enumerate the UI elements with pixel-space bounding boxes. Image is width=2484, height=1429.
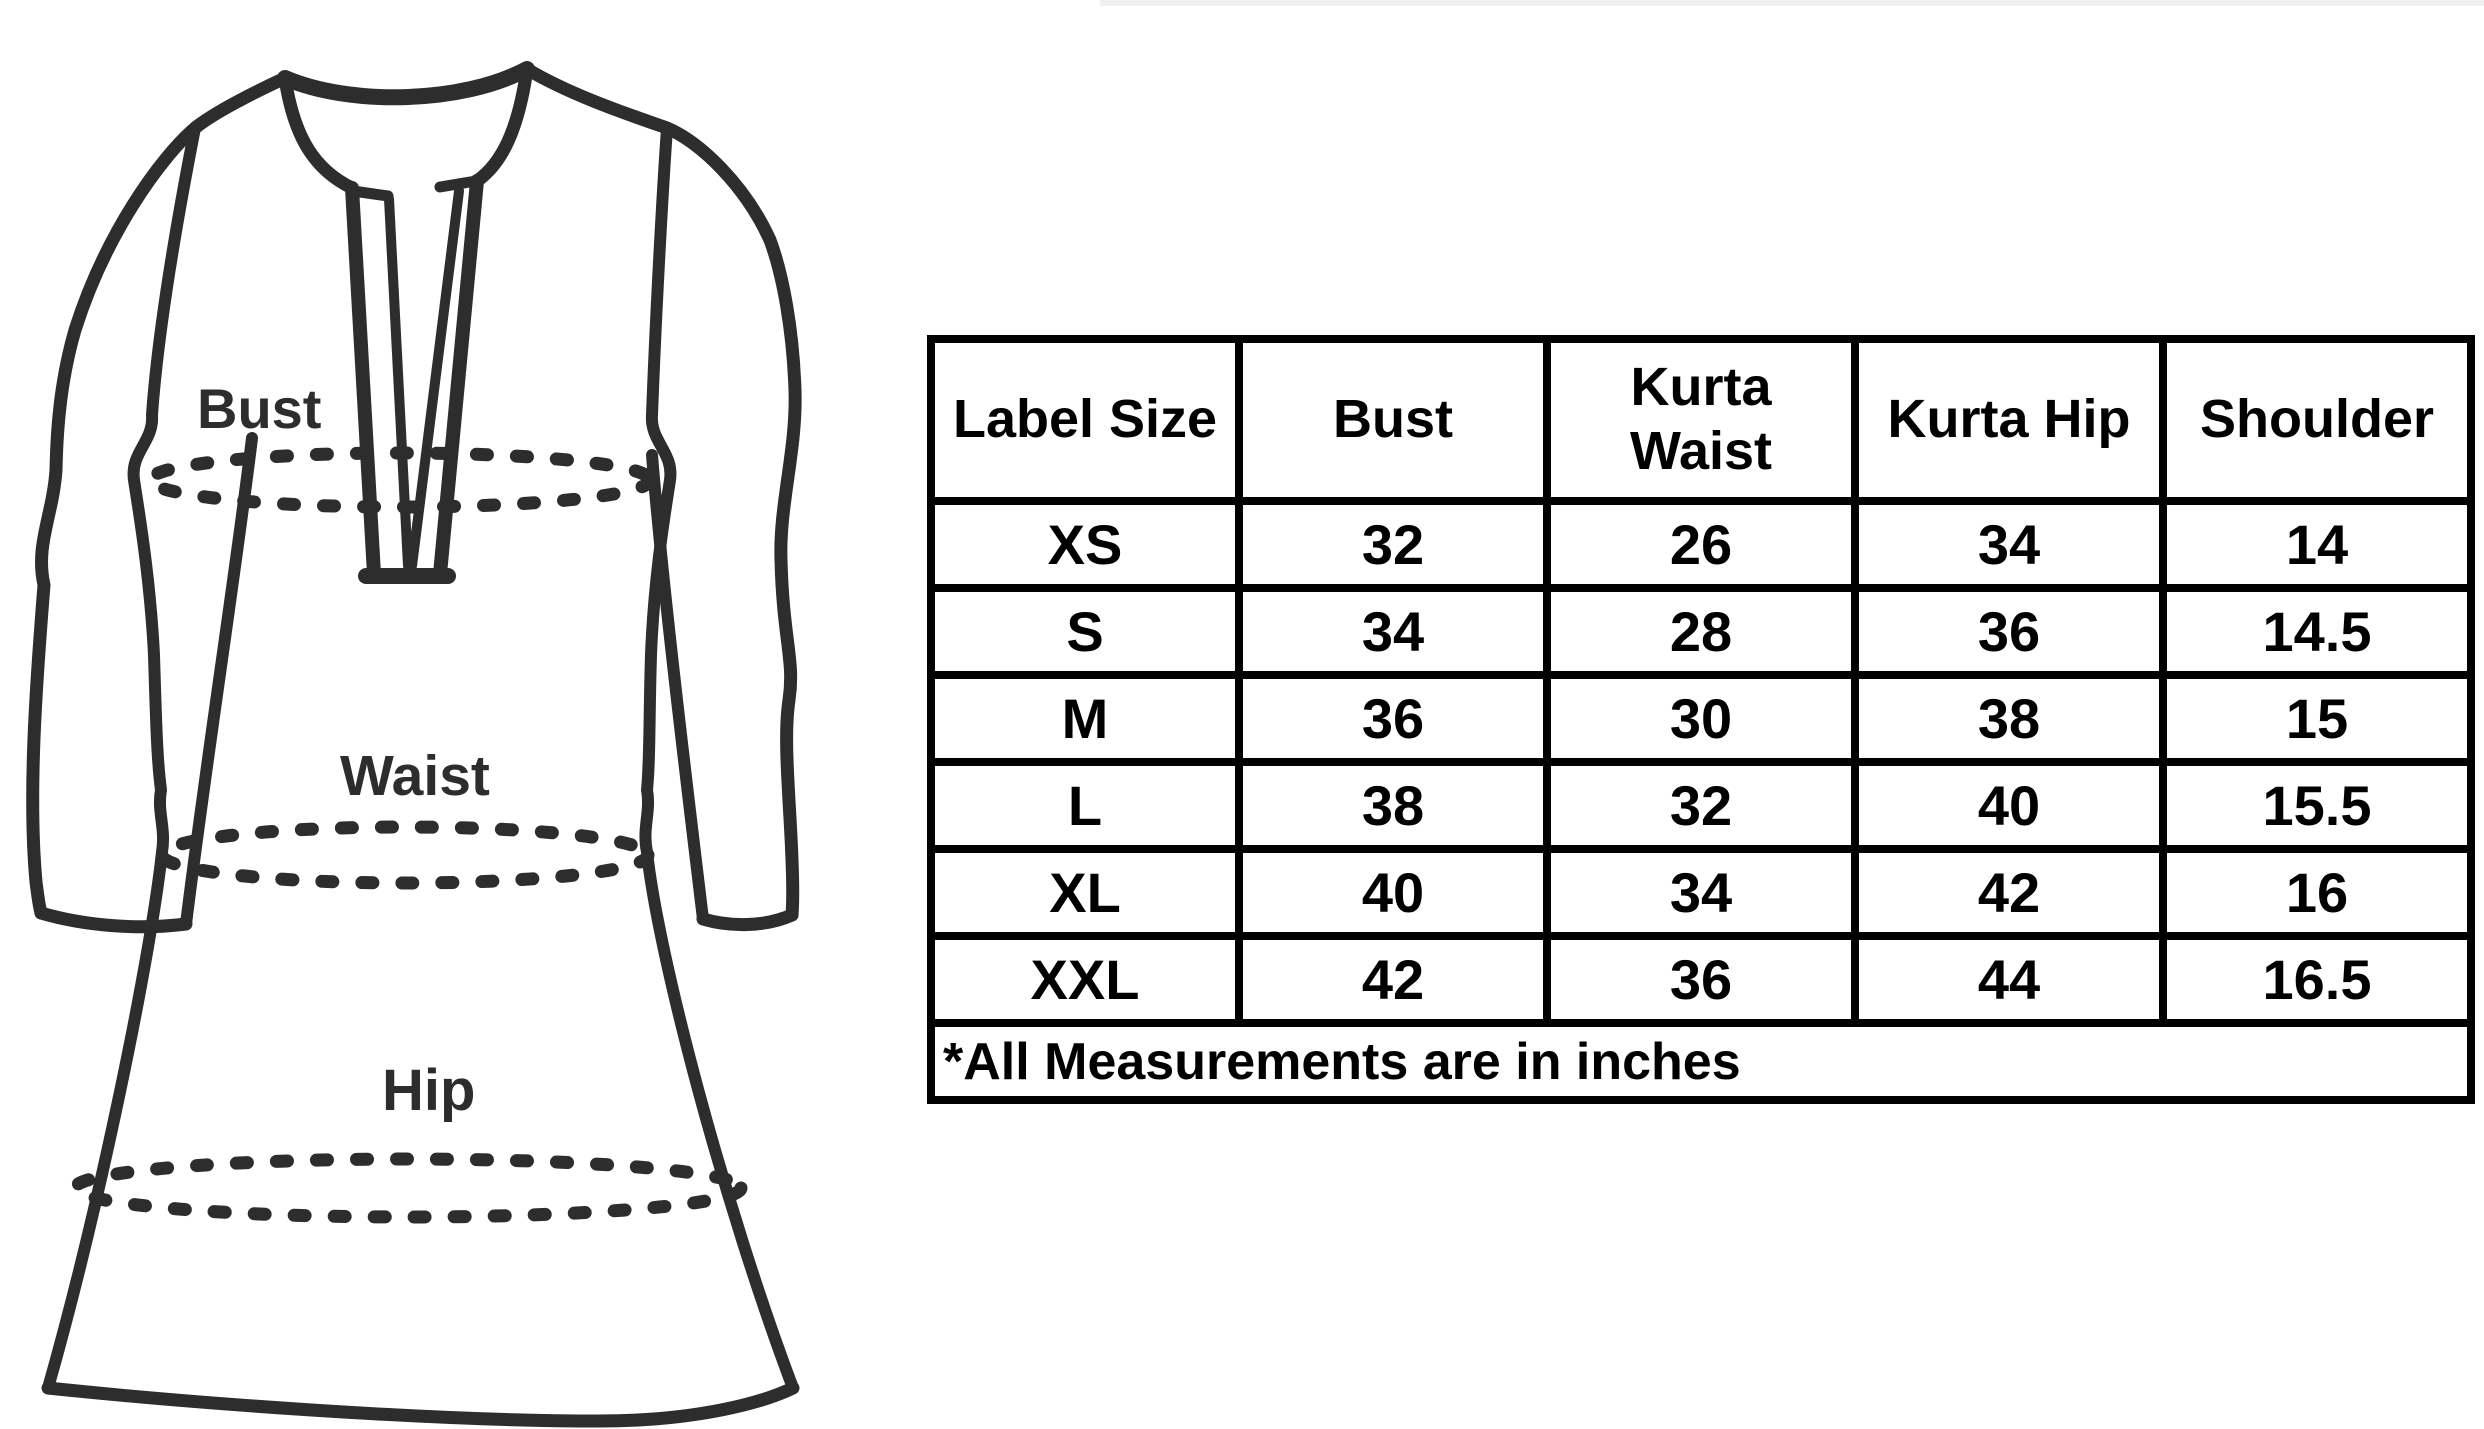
hip-label: Hip xyxy=(382,1058,475,1123)
cell-bust: 40 xyxy=(1235,845,1551,940)
cell-shoulder: 16.5 xyxy=(2159,932,2475,1027)
table-row-xxl: XXL 42 36 44 16.5 xyxy=(927,932,2475,1027)
table-row-xs: XS 32 26 34 14 xyxy=(927,497,2475,592)
kurta-diagram: Bust Waist Hip xyxy=(26,61,802,1428)
kurta-neckline-left xyxy=(278,71,359,195)
cell-kurta-hip: 40 xyxy=(1851,758,2167,853)
kurta-right-cuff xyxy=(696,908,799,932)
table-row-m: M 36 30 38 15 xyxy=(927,671,2475,766)
kurta-placket-top-ticks xyxy=(347,175,482,202)
cell-kurta-hip: 34 xyxy=(1851,497,2167,592)
size-table-header: Label Size Bust Kurta Waist Kurta Hip Sh… xyxy=(927,335,2475,505)
cell-shoulder: 14.5 xyxy=(2159,584,2475,679)
bust-label: Bust xyxy=(197,377,321,440)
header-kurta-waist: Kurta Waist xyxy=(1543,335,1859,505)
cell-bust: 36 xyxy=(1235,671,1551,766)
cell-bust: 38 xyxy=(1235,758,1551,853)
bust-measure-line xyxy=(143,446,657,514)
cell-kurta-hip: 38 xyxy=(1851,671,2167,766)
cell-kurta-waist: 28 xyxy=(1543,584,1859,679)
cell-kurta-hip: 44 xyxy=(1851,932,2167,1027)
cell-size: M xyxy=(927,671,1243,766)
header-kurta-hip: Kurta Hip xyxy=(1851,335,2167,505)
waist-measure-line xyxy=(155,820,655,890)
cell-kurta-waist: 32 xyxy=(1543,758,1859,853)
cell-kurta-waist: 26 xyxy=(1543,497,1859,592)
cell-size: S xyxy=(927,584,1243,679)
kurta-neckline-right xyxy=(470,62,534,188)
header-label-size: Label Size xyxy=(927,335,1243,505)
cell-shoulder: 15.5 xyxy=(2159,758,2475,853)
table-row-l: L 38 32 40 15.5 xyxy=(927,758,2475,853)
kurta-left-cuff xyxy=(34,906,193,934)
header-shoulder: Shoulder xyxy=(2159,335,2475,505)
header-kurta-waist-text: Kurta Waist xyxy=(1629,357,1772,481)
size-table: Label Size Bust Kurta Waist Kurta Hip Sh… xyxy=(927,335,2475,1104)
cell-kurta-waist: 30 xyxy=(1543,671,1859,766)
cell-size: L xyxy=(927,758,1243,853)
kurta-hem xyxy=(41,1381,800,1428)
cell-bust: 42 xyxy=(1235,932,1551,1027)
cell-kurta-hip: 42 xyxy=(1851,845,2167,940)
kurta-right-side-seam xyxy=(639,122,799,1394)
kurta-collar-band xyxy=(277,61,535,106)
cell-kurta-waist: 34 xyxy=(1543,845,1859,940)
table-row-xl: XL 40 34 42 16 xyxy=(927,845,2475,940)
cell-bust: 34 xyxy=(1235,584,1551,679)
kurta-left-side-seam xyxy=(42,122,201,1394)
hip-measure-line xyxy=(68,1152,748,1224)
cell-kurta-hip: 36 xyxy=(1851,584,2167,679)
cell-size: XXL xyxy=(927,932,1243,1027)
kurta-left-sleeve-inner xyxy=(180,432,258,930)
table-footnote-row: *All Measurements are in inches xyxy=(927,1019,2475,1104)
cell-shoulder: 14 xyxy=(2159,497,2475,592)
cell-size: XL xyxy=(927,845,1243,940)
header-bust: Bust xyxy=(1235,335,1551,505)
table-row-s: S 34 28 36 14.5 xyxy=(927,584,2475,679)
top-gray-strip xyxy=(1100,0,2484,6)
waist-label: Waist xyxy=(340,744,490,808)
cell-shoulder: 15 xyxy=(2159,671,2475,766)
cell-shoulder: 16 xyxy=(2159,845,2475,940)
kurta-right-sleeve-inner xyxy=(646,449,709,925)
cell-size: XS xyxy=(927,497,1243,592)
measurements-footnote: *All Measurements are in inches xyxy=(927,1019,2475,1104)
cell-bust: 32 xyxy=(1235,497,1551,592)
cell-kurta-waist: 36 xyxy=(1543,932,1859,1027)
